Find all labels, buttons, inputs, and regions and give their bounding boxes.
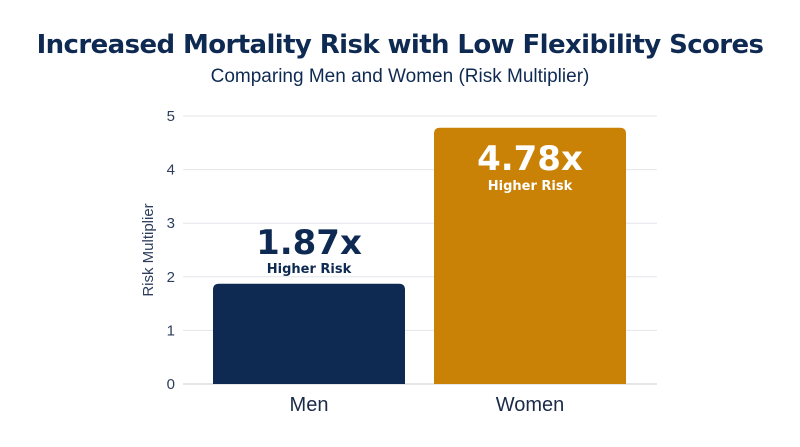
- chart-title: Increased Mortality Risk with Low Flexib…: [36, 30, 764, 60]
- bar: [213, 283, 405, 384]
- data-label: 1.87x: [256, 223, 362, 263]
- y-tick-label: 5: [167, 108, 175, 125]
- data-label-sub: Higher Risk: [488, 179, 573, 194]
- y-tick-label: 3: [167, 215, 175, 232]
- y-axis-title: Risk Multiplier: [140, 203, 157, 296]
- data-label: 4.78x: [477, 139, 583, 179]
- chart-subtitle: Comparing Men and Women (Risk Multiplier…: [210, 66, 590, 87]
- data-label-sub: Higher Risk: [267, 262, 352, 277]
- y-tick-label: 4: [167, 162, 175, 179]
- x-category-label: Men: [290, 394, 329, 416]
- bar: [434, 127, 626, 385]
- x-category-label: Women: [496, 394, 565, 416]
- y-tick-label: 1: [167, 322, 175, 339]
- y-tick-label: 2: [167, 269, 175, 286]
- y-tick-label: 0: [167, 376, 175, 393]
